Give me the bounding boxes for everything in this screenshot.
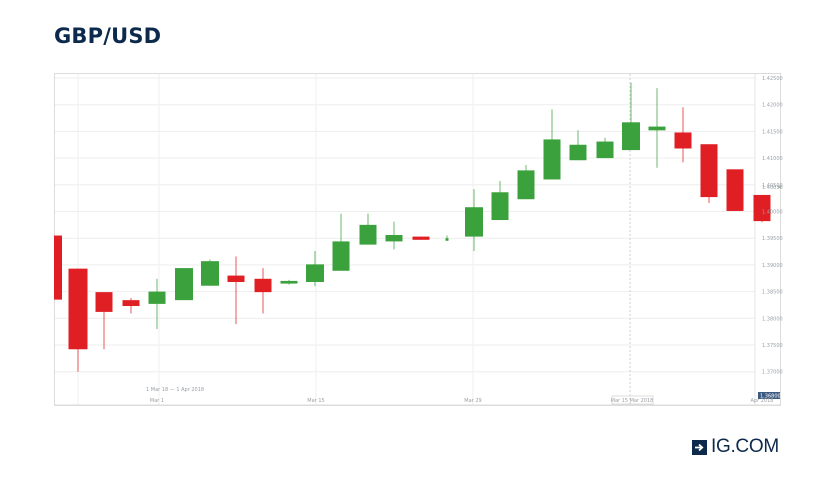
x-tick-label: Mar 15 Mar 2018 <box>611 398 654 404</box>
y-tick-label: 1.41000 <box>762 156 783 162</box>
candle-up <box>543 139 561 180</box>
candle-up <box>148 291 166 304</box>
y-tick-label: 1.39500 <box>762 236 783 242</box>
page-title: GBP/USD <box>54 24 162 48</box>
arrow-right-icon <box>692 439 707 455</box>
y-tick-label: 1.40000 <box>762 210 783 216</box>
candle-down <box>726 169 744 211</box>
candle-up <box>201 261 219 286</box>
candle-down <box>54 235 62 300</box>
y-tick-label: 1.40500 <box>762 183 783 189</box>
candle-up <box>491 192 509 221</box>
y-tick-label: 1.37000 <box>762 370 783 376</box>
candle-down <box>122 300 140 307</box>
candle-down <box>227 275 245 282</box>
y-axis: 1.425001.420001.415001.410001.405001.400… <box>758 76 783 400</box>
price-tag <box>758 392 780 399</box>
candle-down <box>674 132 692 149</box>
candle-up <box>332 241 350 271</box>
candle-down <box>68 268 88 350</box>
candle-down <box>95 292 113 312</box>
candle-up <box>306 264 324 282</box>
candle-up <box>385 234 403 242</box>
candle-down <box>254 278 272 293</box>
candle-up <box>622 122 640 151</box>
y-tick-label: 1.38000 <box>762 316 783 322</box>
y-tick-label: 1.37500 <box>762 343 783 349</box>
candle-down <box>753 194 771 222</box>
candle-up <box>445 238 449 241</box>
y-tick-label: 1.38500 <box>762 290 783 296</box>
y-tick-label: 1.42000 <box>762 103 783 109</box>
range-label: 1 Mar 18 — 1 Apr 2018 <box>146 387 204 393</box>
candle-up <box>648 126 666 131</box>
y-tick-label: 1.42500 <box>762 76 783 82</box>
candle-up <box>517 170 535 200</box>
candle-up <box>569 144 587 161</box>
price-tag-label: 1.36800 <box>760 394 781 400</box>
candle-down <box>700 144 718 198</box>
x-tick-label: Mar 1 <box>150 398 164 404</box>
x-tick-label: Mar 29 <box>464 398 481 404</box>
candles <box>54 82 781 372</box>
ig-logo: IG.COM <box>692 436 779 458</box>
x-axis: 1 Mar 18 — 1 Apr 2018 Mar 1 Mar 15 Mar 29 Ma… <box>54 387 781 406</box>
candle-up <box>596 141 614 159</box>
y-tick-label: 1.41500 <box>762 129 783 135</box>
logo-text: IG.COM <box>711 436 779 457</box>
candle-up <box>465 207 483 237</box>
candle-up <box>280 280 298 284</box>
x-tick-label: Apr 2018 <box>751 398 774 404</box>
y-tick-label: 1.39000 <box>762 263 783 269</box>
candle-up <box>175 268 193 301</box>
grid-lines <box>55 74 756 405</box>
x-tick-label: Mar 15 <box>307 398 324 404</box>
current-price-label: 1.40050 <box>762 185 783 191</box>
candle-down <box>412 236 430 240</box>
crosshair-date-box <box>611 395 654 405</box>
candle-up <box>359 224 377 245</box>
